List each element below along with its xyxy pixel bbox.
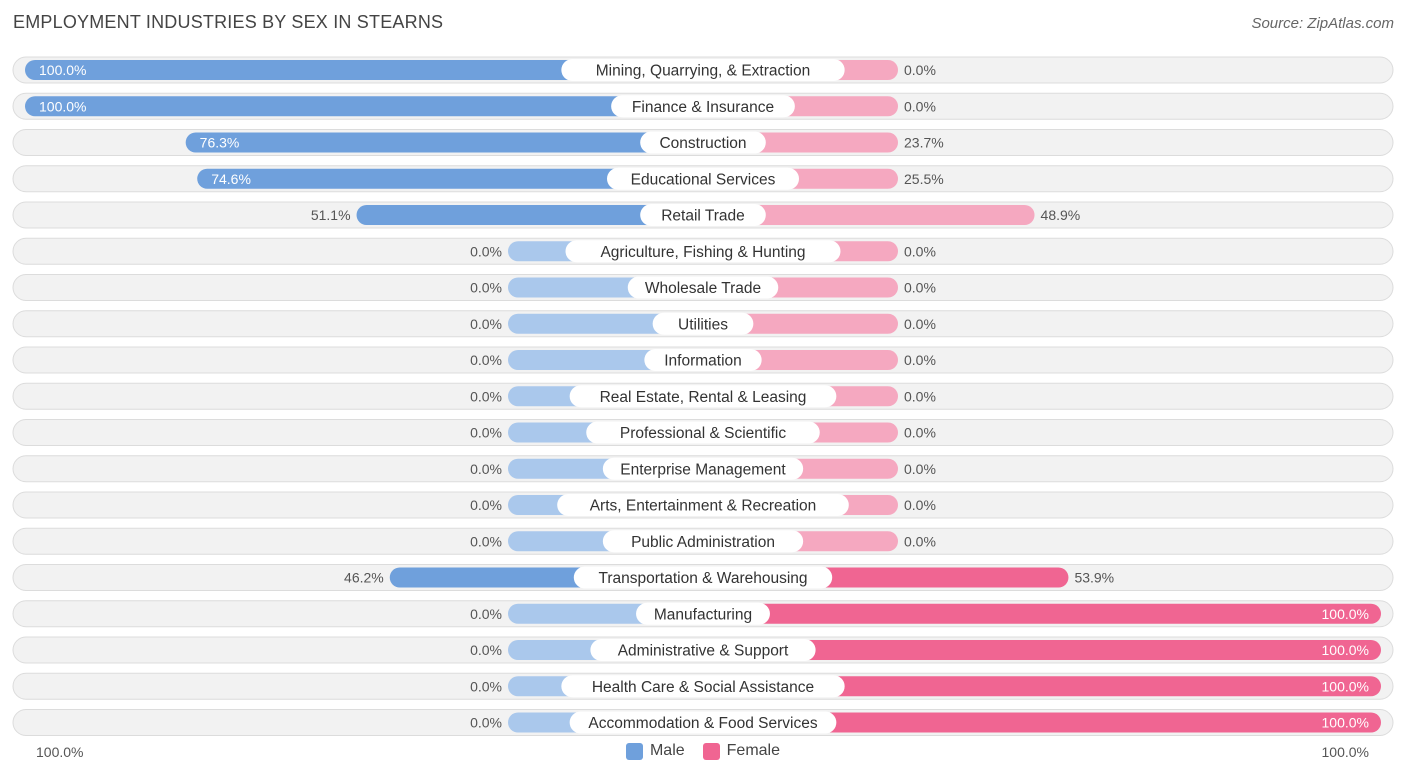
category-label-bg [640, 131, 766, 154]
legend-item-male: Male [625, 742, 685, 760]
male-bar [356, 205, 703, 225]
category-label: Professional & Scientific [620, 425, 787, 442]
male-value-label: 0.0% [470, 388, 502, 404]
female-value-label: 0.0% [904, 497, 936, 513]
category-label: Educational Services [631, 171, 776, 188]
male-value-label: 0.0% [470, 316, 502, 332]
female-value-label: 0.0% [904, 98, 936, 114]
female-value-label: 100.0% [1322, 678, 1369, 694]
axis-left-label: 100.0% [36, 744, 84, 760]
category-label-bg [561, 59, 845, 81]
female-value-label: 0.0% [904, 352, 936, 368]
male-value-label: 0.0% [470, 715, 502, 731]
male-value-label: 0.0% [470, 425, 502, 441]
category-label-bg [557, 494, 849, 516]
female-value-label: 100.0% [1322, 642, 1369, 658]
male-value-label: 76.3% [200, 135, 240, 151]
female-value-label: 0.0% [904, 316, 936, 332]
female-value-label: 0.0% [904, 533, 936, 549]
male-value-label: 0.0% [470, 497, 502, 513]
category-label-bg [565, 240, 841, 263]
category-label: Accommodation & Food Services [588, 715, 817, 732]
male-value-label: 0.0% [470, 243, 502, 259]
category-label: Wholesale Trade [645, 280, 761, 297]
female-bar [703, 205, 1035, 225]
category-label: Utilities [678, 316, 728, 333]
male-value-label: 0.0% [470, 352, 502, 368]
category-label: Transportation & Warehousing [598, 570, 807, 587]
legend: Male Female [0, 742, 1406, 760]
category-label: Finance & Insurance [632, 99, 774, 116]
male-value-label: 100.0% [39, 62, 86, 78]
chart-title: EMPLOYMENT INDUSTRIES BY SEX IN STEARNS [13, 12, 444, 32]
male-bar [185, 132, 703, 153]
legend-swatch-male [625, 742, 643, 760]
category-label-bg [627, 276, 779, 299]
female-bar [703, 603, 1381, 624]
category-label-bg [640, 204, 766, 226]
category-label-bg [569, 385, 837, 408]
female-value-label: 48.9% [1041, 207, 1081, 223]
male-value-label: 0.0% [470, 461, 502, 477]
male-value-label: 51.1% [311, 207, 351, 223]
category-label-bg [561, 675, 845, 698]
legend-item-female: Female [702, 742, 781, 760]
male-value-label: 0.0% [470, 606, 502, 622]
legend-swatch-female [702, 742, 720, 760]
category-label-bg [602, 457, 804, 480]
male-bar [197, 168, 703, 189]
category-label-bg [602, 530, 804, 553]
category-label: Public Administration [631, 534, 775, 551]
male-value-label: 0.0% [470, 642, 502, 658]
male-value-label: 100.0% [39, 98, 86, 114]
category-label: Manufacturing [654, 606, 752, 623]
female-value-label: 0.0% [904, 280, 936, 296]
category-label-bg [569, 711, 837, 734]
legend-label-female: Female [726, 742, 781, 759]
category-label-bg [590, 639, 816, 661]
category-label: Retail Trade [661, 208, 745, 225]
female-value-label: 0.0% [904, 461, 936, 477]
category-label: Administrative & Support [618, 643, 789, 660]
source-note: Source: ZipAtlas.com [1251, 15, 1394, 32]
male-value-label: 0.0% [470, 533, 502, 549]
category-label-bg [652, 312, 754, 335]
category-label: Construction [659, 135, 746, 152]
female-value-label: 0.0% [904, 425, 936, 441]
female-value-label: 0.0% [904, 243, 936, 259]
axis-right-label: 100.0% [1321, 744, 1369, 760]
category-label: Mining, Quarrying, & Extraction [596, 63, 811, 80]
female-value-label: 23.7% [904, 135, 944, 151]
female-bar [703, 676, 1381, 697]
bar-chart: 100.0% 0.0% Mining, Quarrying, & Extractio… [12, 56, 1394, 736]
category-label-bg [644, 349, 762, 371]
category-label: Real Estate, Rental & Leasing [600, 389, 807, 406]
category-label-bg [573, 566, 833, 589]
female-value-label: 53.9% [1074, 570, 1114, 586]
male-value-label: 0.0% [470, 678, 502, 694]
category-label-bg [611, 95, 795, 118]
female-bar [703, 640, 1381, 660]
female-value-label: 0.0% [904, 388, 936, 404]
male-value-label: 74.6% [211, 171, 251, 187]
category-label-bg [586, 421, 820, 444]
female-value-label: 100.0% [1322, 715, 1369, 731]
category-label: Health Care & Social Assistance [592, 679, 814, 696]
male-bar [25, 60, 703, 80]
female-value-label: 100.0% [1322, 606, 1369, 622]
legend-label-male: Male [649, 742, 685, 759]
category-label: Agriculture, Fishing & Hunting [600, 244, 805, 261]
category-label: Enterprise Management [620, 461, 786, 478]
female-bar [703, 712, 1381, 733]
male-value-label: 0.0% [470, 280, 502, 296]
category-label: Information [664, 353, 742, 370]
category-label-bg [607, 167, 799, 190]
male-value-label: 46.2% [344, 570, 384, 586]
female-value-label: 25.5% [904, 171, 944, 187]
male-bar [25, 96, 703, 117]
category-label: Arts, Entertainment & Recreation [590, 498, 817, 515]
category-label-bg [636, 602, 770, 625]
female-value-label: 0.0% [904, 62, 936, 78]
